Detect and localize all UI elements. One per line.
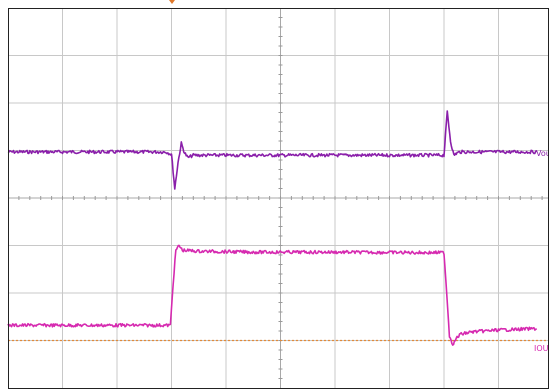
ch1-label: Vou (536, 149, 549, 158)
trace-iou (7, 244, 538, 346)
trace-vou (7, 110, 538, 190)
traces-group (7, 110, 538, 346)
trigger-marker (169, 0, 175, 4)
ch2-label: IOU (534, 344, 549, 353)
